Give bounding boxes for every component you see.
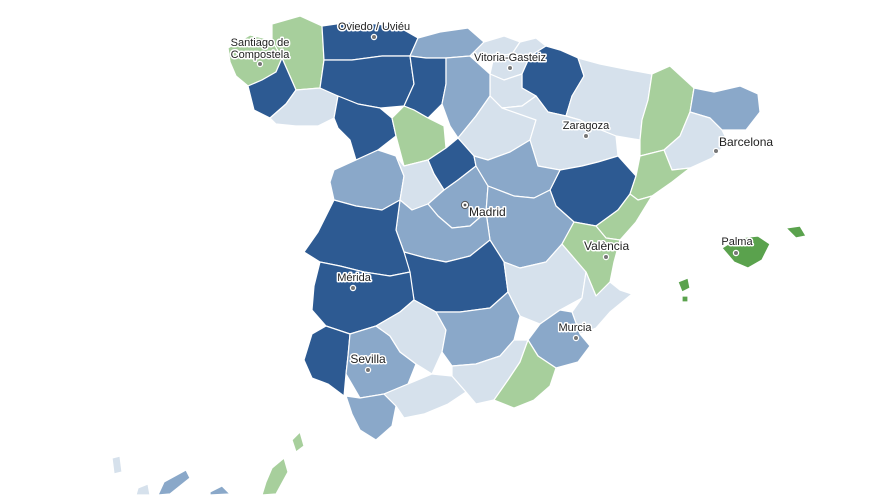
province-guadalajara[interactable] — [473, 139, 561, 199]
city-label-santiago-line1: Santiago de — [231, 37, 290, 49]
city-dot-icon — [582, 132, 590, 140]
city-label-madrid: Madrid — [469, 205, 506, 219]
island-gran-canaria[interactable] — [209, 485, 231, 495]
city-label-santiago-line2: Compostela — [231, 49, 291, 61]
island-menorca[interactable] — [785, 225, 807, 239]
province-cadiz[interactable] — [345, 393, 397, 441]
island-la-gomera[interactable] — [135, 483, 151, 495]
city-label-murcia: Murcia — [558, 322, 592, 334]
city-dot-icon — [364, 366, 372, 374]
province-palencia[interactable] — [403, 55, 447, 119]
province-almeria[interactable] — [493, 339, 557, 409]
city-label-zaragoza: Zaragoza — [563, 120, 610, 132]
island-la-palma[interactable] — [111, 455, 123, 475]
city-dot-icon — [712, 147, 720, 155]
province-huelva[interactable] — [303, 325, 351, 397]
city-label-palma: Palma — [721, 236, 753, 248]
island-formentera[interactable] — [681, 295, 689, 303]
city-dot-icon — [506, 64, 514, 72]
capital-dot-center-icon — [463, 203, 467, 207]
province-huesca[interactable] — [565, 57, 653, 141]
province-malaga[interactable] — [383, 373, 467, 419]
city-dot-icon — [602, 253, 610, 261]
province-salamanca[interactable] — [329, 149, 405, 211]
province-valladolid[interactable] — [391, 105, 447, 167]
city-label-oviedo: Oviedo / Uviéu — [338, 21, 410, 33]
island-mallorca[interactable] — [721, 235, 771, 269]
city-dot-icon — [572, 334, 580, 342]
city-dot-icon — [370, 33, 378, 41]
island-ibiza[interactable] — [677, 277, 691, 293]
city-label-valencia: València — [584, 239, 629, 253]
city-dot-icon — [349, 284, 357, 292]
city-label-vitoria: Vitoria-Gasteiz — [474, 52, 546, 64]
city-label-merida: Mérida — [337, 272, 372, 284]
city-dot-icon — [732, 249, 740, 257]
island-fuerteventura[interactable] — [261, 457, 289, 495]
province-alicante[interactable] — [571, 271, 633, 335]
island-lanzarote[interactable] — [291, 431, 305, 453]
island-tenerife[interactable] — [157, 469, 191, 495]
province-barcelona[interactable] — [663, 111, 729, 171]
city-dot-icon — [256, 60, 264, 68]
city-label-barcelona: Barcelona — [719, 135, 773, 149]
city-label-sevilla: Sevilla — [350, 352, 386, 366]
